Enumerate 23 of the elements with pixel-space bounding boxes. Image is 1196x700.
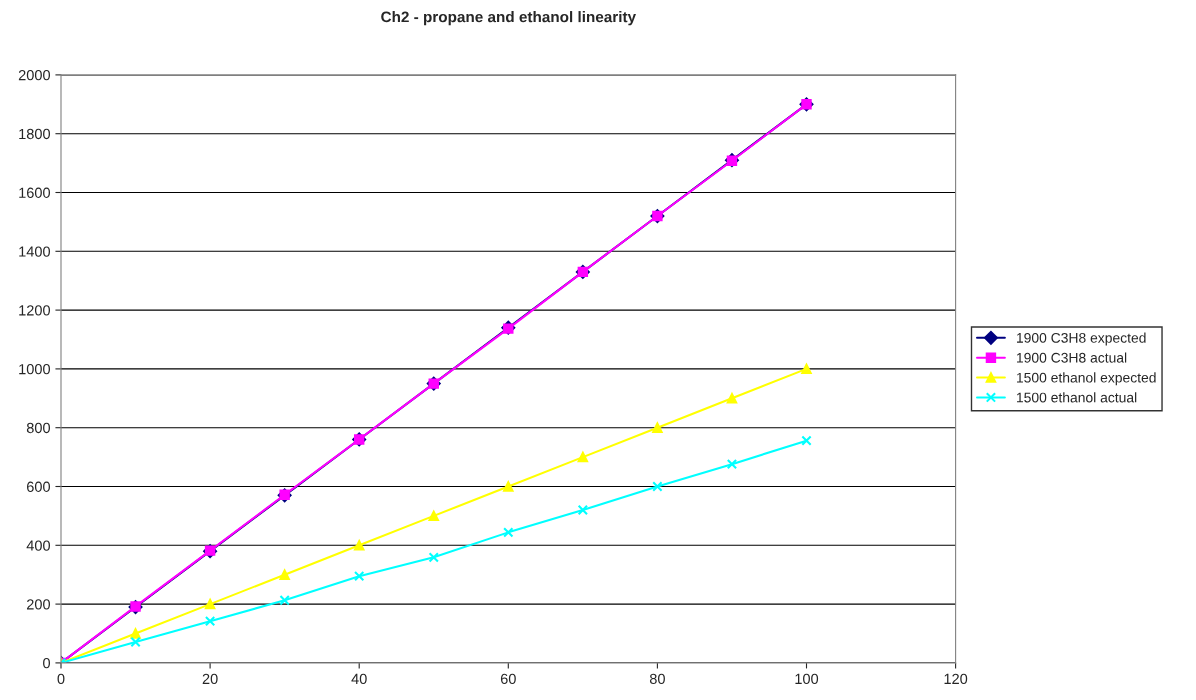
y-tick-label: 800 xyxy=(26,422,51,434)
x-tick-label: 0 xyxy=(57,673,65,685)
legend-label: 1500 ethanol actual xyxy=(1017,392,1137,403)
y-tick-label: 1800 xyxy=(19,128,51,140)
y-tick-label: 1400 xyxy=(19,246,51,257)
y-tick-label: 400 xyxy=(26,540,51,551)
y-tick-label: 200 xyxy=(26,599,51,610)
legend-label: 1900 C3H8 actual xyxy=(1017,352,1127,363)
x-tick-label: 100 xyxy=(795,673,819,685)
y-tick-label: 1600 xyxy=(19,187,51,198)
y-tick-label: 0 xyxy=(43,658,51,669)
x-tick-label: 20 xyxy=(202,673,218,685)
legend-label: 1500 ethanol expected xyxy=(1017,372,1156,386)
x-tick-label: 80 xyxy=(649,673,665,685)
chart-title: Ch2 - propane and ethanol linearity xyxy=(381,11,636,26)
legend-label: 1900 C3H8 expected xyxy=(1017,332,1146,346)
x-tick-label: 120 xyxy=(944,673,968,685)
x-tick-label: 40 xyxy=(351,673,367,685)
x-tick-label: 60 xyxy=(500,673,516,685)
y-tick-label: 1200 xyxy=(19,305,51,316)
y-tick-label: 600 xyxy=(26,481,51,492)
y-tick-label: 2000 xyxy=(18,70,51,81)
y-tick-label: 1000 xyxy=(19,364,51,375)
